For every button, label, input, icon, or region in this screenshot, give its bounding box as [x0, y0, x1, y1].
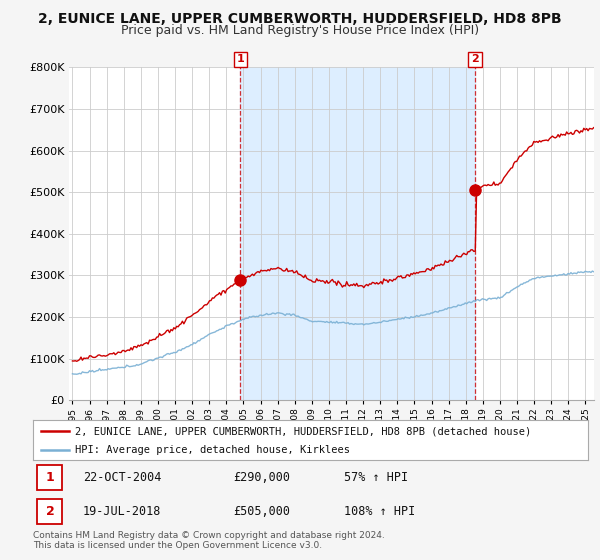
- Bar: [240, 67, 475, 400]
- Text: 2: 2: [471, 54, 479, 64]
- Text: 2, EUNICE LANE, UPPER CUMBERWORTH, HUDDERSFIELD, HD8 8PB (detached house): 2, EUNICE LANE, UPPER CUMBERWORTH, HUDDE…: [74, 426, 531, 436]
- Text: 2, EUNICE LANE, UPPER CUMBERWORTH, HUDDERSFIELD, HD8 8PB: 2, EUNICE LANE, UPPER CUMBERWORTH, HUDDE…: [38, 12, 562, 26]
- FancyBboxPatch shape: [37, 499, 62, 524]
- Text: 19-JUL-2018: 19-JUL-2018: [83, 505, 161, 518]
- Text: 2: 2: [46, 505, 55, 518]
- Text: 57% ↑ HPI: 57% ↑ HPI: [344, 471, 408, 484]
- Text: Contains HM Land Registry data © Crown copyright and database right 2024.
This d: Contains HM Land Registry data © Crown c…: [33, 531, 385, 550]
- Text: 1: 1: [46, 471, 55, 484]
- Text: £505,000: £505,000: [233, 505, 290, 518]
- FancyBboxPatch shape: [37, 465, 62, 489]
- Text: £290,000: £290,000: [233, 471, 290, 484]
- Text: Price paid vs. HM Land Registry's House Price Index (HPI): Price paid vs. HM Land Registry's House …: [121, 24, 479, 36]
- Text: 108% ↑ HPI: 108% ↑ HPI: [344, 505, 415, 518]
- Text: 22-OCT-2004: 22-OCT-2004: [83, 471, 161, 484]
- Text: 1: 1: [236, 54, 244, 64]
- Text: HPI: Average price, detached house, Kirklees: HPI: Average price, detached house, Kirk…: [74, 445, 350, 455]
